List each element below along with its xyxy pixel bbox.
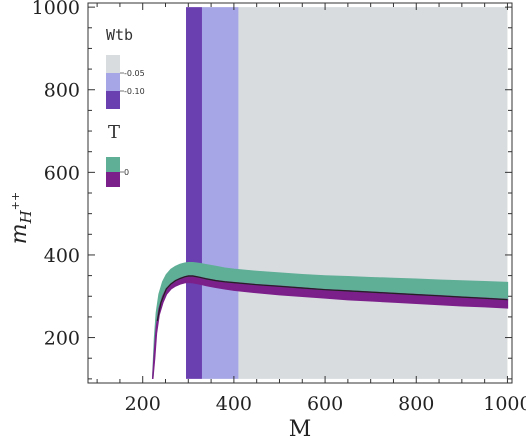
legend-t-label: 0 [124, 168, 129, 177]
x-tick-label: 200 [125, 393, 161, 415]
legend-t-swatch [106, 172, 120, 187]
legend-wtb-swatch [106, 73, 120, 91]
y-tick-label: 200 [44, 328, 80, 350]
y-tick-label: 1000 [32, 0, 80, 19]
legend-wtb-title: Wtb [106, 26, 133, 44]
y-tick-label: 800 [44, 80, 80, 102]
x-axis-title: M [289, 417, 312, 442]
legend-wtb-swatch [106, 55, 120, 73]
wtb-bands [186, 7, 508, 379]
legend-t-swatch [106, 157, 120, 172]
boundary-line-group [156, 275, 508, 322]
wtb-band-0 [186, 7, 202, 379]
x-tick-label: 800 [398, 393, 434, 415]
legends: Wtb -0.05 -0.10 T 0 [106, 26, 145, 187]
axis-ticks: 200 400 600 800 1000 200 400 600 800 1000 [32, 0, 526, 415]
wtb-band-2 [238, 7, 508, 379]
x-tick-label: 600 [307, 393, 343, 415]
legend-wtb-label: -0.10 [124, 87, 145, 96]
legend-wtb-swatch [106, 91, 120, 109]
x-tick-label: 400 [216, 393, 252, 415]
wtb-band-1 [201, 7, 239, 379]
boundary-line [156, 275, 508, 322]
y-axis-title-text: mH++ [7, 192, 35, 244]
y-tick-label: 600 [44, 162, 80, 184]
x-tick-label: 1000 [483, 393, 526, 415]
y-tick-label: 400 [44, 245, 80, 267]
legend-t-title: T [108, 122, 120, 143]
y-axis-title: mH++ [7, 192, 35, 244]
legend-wtb-label: -0.05 [124, 69, 145, 78]
